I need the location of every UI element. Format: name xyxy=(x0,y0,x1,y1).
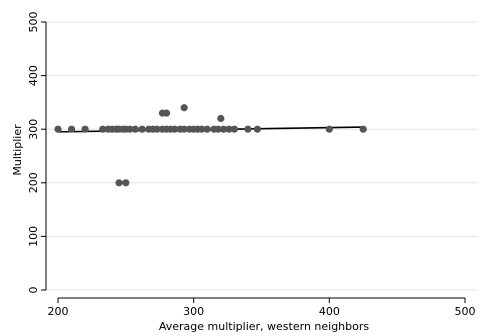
data-point xyxy=(138,125,146,133)
x-tick-label: 200 xyxy=(48,305,69,318)
data-point xyxy=(171,125,179,133)
y-tick-label: 300 xyxy=(27,119,40,140)
y-tick-label: 400 xyxy=(27,65,40,86)
data-point xyxy=(131,125,139,133)
y-tick-label: 100 xyxy=(27,226,40,247)
data-point xyxy=(203,125,211,133)
data-point xyxy=(225,125,233,133)
y-axis-title: Multiplier xyxy=(11,124,24,176)
x-tick-label: 500 xyxy=(455,305,476,318)
x-tick-label: 400 xyxy=(319,305,340,318)
data-point xyxy=(67,125,76,133)
data-point xyxy=(325,125,333,133)
data-point xyxy=(214,125,222,133)
data-point xyxy=(180,125,188,133)
data-point xyxy=(180,104,188,112)
y-tick-label: 0 xyxy=(27,287,40,294)
x-axis-title: Average multiplier, western neighbors xyxy=(159,320,370,333)
data-point xyxy=(153,125,161,133)
y-tick-label: 500 xyxy=(27,12,40,33)
data-point xyxy=(217,114,225,123)
data-point xyxy=(244,125,252,133)
data-point xyxy=(81,125,89,133)
x-tick-label: 300 xyxy=(183,305,204,318)
data-point xyxy=(253,125,262,133)
data-point xyxy=(359,125,367,133)
y-tick-label: 200 xyxy=(27,172,40,193)
data-point xyxy=(99,125,107,133)
data-point xyxy=(162,109,171,117)
data-point xyxy=(219,125,228,133)
data-point xyxy=(198,125,206,133)
data-point xyxy=(126,125,134,133)
points-group xyxy=(54,104,367,187)
axes: 0 100 200 300 400 500 200 300 400 500 xyxy=(27,12,476,319)
data-point xyxy=(115,179,123,187)
data-point xyxy=(122,179,130,187)
data-point xyxy=(230,125,238,133)
data-point xyxy=(54,125,62,133)
